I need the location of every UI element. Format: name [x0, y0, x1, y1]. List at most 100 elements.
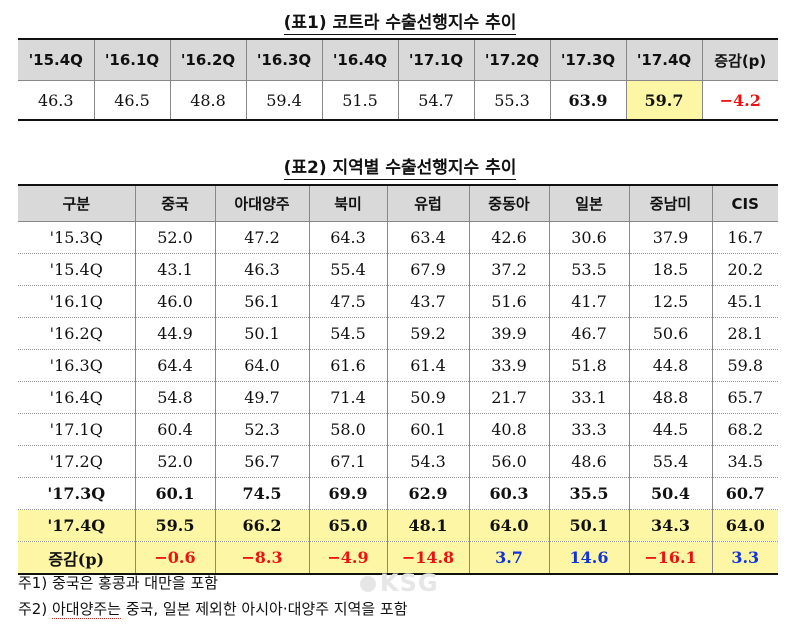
value-cell: 71.4 — [309, 381, 388, 414]
value-cell: 64.0 — [469, 509, 550, 542]
value-cell: 47.5 — [309, 285, 388, 318]
col-header: '17.2Q — [474, 39, 551, 81]
value-cell: 50.1 — [549, 509, 630, 542]
value-cell: 59.2 — [387, 317, 470, 350]
row-label: '15.3Q — [18, 221, 136, 254]
col-header: '16.2Q — [170, 39, 247, 81]
value-cell: 16.7 — [712, 221, 778, 254]
col-header: 일본 — [549, 185, 630, 222]
value-cell: 60.4 — [135, 413, 216, 446]
value-cell: 51.8 — [549, 349, 630, 382]
value-cell: 54.5 — [309, 317, 388, 350]
value-cell: 48.8 — [629, 381, 713, 414]
table-row: '16.2Q 44.9 50.1 54.5 59.2 39.9 46.7 50.6 28.1 — [18, 317, 778, 350]
value-cell: 68.2 — [712, 413, 778, 446]
value-cell: 18.5 — [629, 253, 713, 286]
value-cell: 64.0 — [215, 349, 310, 382]
value-cell: 46.5 — [94, 80, 171, 120]
col-header: '17.4Q — [626, 39, 703, 81]
change-cell: 14.6 — [549, 541, 630, 574]
value-cell: 42.6 — [469, 221, 550, 254]
change-cell: −4.2 — [719, 90, 761, 110]
table2-title: (표2) 지역별 수출선행지수 추이 — [283, 158, 517, 180]
value-cell: 34.5 — [712, 445, 778, 478]
table-row: '16.1Q 46.0 56.1 47.5 43.7 51.6 41.7 12.5 45.1 — [18, 285, 778, 318]
footnote-2: 주2) 아대양주는 중국, 일본 제외한 아시아·대양주 지역을 포함 — [18, 600, 408, 619]
value-cell: 54.3 — [387, 445, 470, 478]
value-cell: 59.5 — [135, 509, 216, 542]
change-cell: −4.9 — [309, 541, 388, 574]
value-cell: 69.9 — [309, 477, 388, 510]
value-cell: 55.4 — [309, 253, 388, 286]
value-cell: 33.3 — [549, 413, 630, 446]
value-cell: 59.4 — [246, 80, 323, 120]
row-label: '17.4Q — [18, 509, 136, 542]
col-header: CIS — [712, 185, 778, 222]
value-cell: 51.5 — [322, 80, 399, 120]
value-cell: 65.0 — [309, 509, 388, 542]
col-header: 중동아 — [469, 185, 550, 222]
value-cell: 45.1 — [712, 285, 778, 318]
col-header: 증감(p) — [702, 39, 778, 81]
row-label: '16.3Q — [18, 349, 136, 382]
value-cell: 56.1 — [215, 285, 310, 318]
value-cell: 58.0 — [309, 413, 388, 446]
value-cell: 35.5 — [549, 477, 630, 510]
value-cell: 52.3 — [215, 413, 310, 446]
value-cell: 61.4 — [387, 349, 470, 382]
value-cell: 30.6 — [549, 221, 630, 254]
col-header: '17.1Q — [398, 39, 475, 81]
value-cell: 39.9 — [469, 317, 550, 350]
value-cell: 60.1 — [135, 477, 216, 510]
value-cell: 52.0 — [135, 221, 216, 254]
footnote-1: 주1) 중국은 홍콩과 대만을 포함 — [18, 574, 219, 592]
col-header: 중국 — [135, 185, 216, 222]
value-cell: 54.7 — [398, 80, 475, 120]
value-cell: 54.8 — [135, 381, 216, 414]
value-cell: 64.4 — [135, 349, 216, 382]
value-cell: 48.8 — [170, 80, 247, 120]
value-cell: 60.1 — [387, 413, 470, 446]
row-label: '17.3Q — [18, 477, 136, 510]
table-row: '17.2Q 52.0 56.7 67.1 54.3 56.0 48.6 55.4 34.5 — [18, 445, 778, 478]
value-cell: 44.9 — [135, 317, 216, 350]
value-cell: 48.1 — [387, 509, 470, 542]
value-cell: 41.7 — [549, 285, 630, 318]
change-cell: −16.1 — [629, 541, 713, 574]
value-cell: 33.1 — [549, 381, 630, 414]
value-cell: 48.6 — [549, 445, 630, 478]
value-cell: 61.6 — [309, 349, 388, 382]
value-cell: 60.7 — [712, 477, 778, 510]
value-cell: 44.8 — [629, 349, 713, 382]
col-header: '15.4Q — [18, 39, 95, 81]
regional-export-index-table: 구분 중국 아대양주 북미 유럽 중동아 일본 중남미 CIS '15.3Q 52.0 47.2 64… — [18, 184, 778, 575]
col-header: '17.3Q — [550, 39, 627, 81]
value-cell: 49.7 — [215, 381, 310, 414]
ksg-watermark: KSG — [360, 569, 439, 597]
row-label: '15.4Q — [18, 253, 136, 286]
value-cell: 65.7 — [712, 381, 778, 414]
value-cell: 51.6 — [469, 285, 550, 318]
value-cell: 40.8 — [469, 413, 550, 446]
value-cell-current: 63.9 — [550, 80, 627, 120]
value-cell: 47.2 — [215, 221, 310, 254]
change-cell: −0.6 — [135, 541, 216, 574]
value-cell: 52.0 — [135, 445, 216, 478]
table1-header-row: '15.4Q '16.1Q '16.2Q '16.3Q '16.4Q '17.1… — [18, 39, 778, 81]
value-cell: 56.7 — [215, 445, 310, 478]
change-row: 증감(p) −0.6 −8.3 −4.9 −14.8 3.7 14.6 −16.1 3.3 — [18, 541, 778, 574]
row-label: '16.2Q — [18, 317, 136, 350]
value-cell: 63.4 — [387, 221, 470, 254]
row-label: '17.2Q — [18, 445, 136, 478]
row-label: 증감(p) — [18, 541, 136, 574]
table-row: '15.4Q 43.1 46.3 55.4 67.9 37.2 53.5 18.5 20.2 — [18, 253, 778, 286]
value-cell: 46.7 — [549, 317, 630, 350]
value-cell: 43.1 — [135, 253, 216, 286]
value-cell: 67.1 — [309, 445, 388, 478]
row-label: '17.1Q — [18, 413, 136, 446]
table-row: '16.3Q 64.4 64.0 61.6 61.4 33.9 51.8 44.8 59.8 — [18, 349, 778, 382]
value-cell: 55.4 — [629, 445, 713, 478]
col-header: 아대양주 — [215, 185, 310, 222]
value-cell: 12.5 — [629, 285, 713, 318]
table-row: '17.3Q 60.1 74.5 69.9 62.9 60.3 35.5 50.4 60.7 — [18, 477, 778, 510]
